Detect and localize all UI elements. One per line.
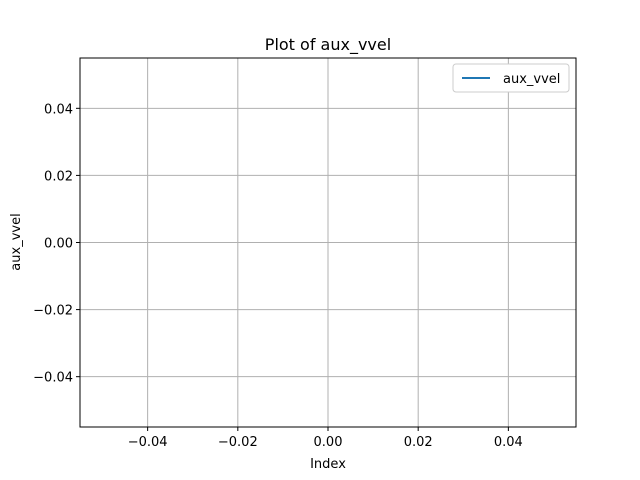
x-axis-label: Index — [310, 457, 346, 472]
legend: aux_vvel — [452, 63, 570, 93]
x-tick-label: −0.04 — [128, 435, 168, 450]
y-tick-label: 0.04 — [44, 102, 73, 117]
y-tick-label: −0.02 — [33, 304, 73, 319]
x-axis-ticks: −0.04 −0.02 0.00 0.02 0.04 — [128, 427, 523, 450]
x-tick-label: 0.00 — [314, 435, 343, 450]
x-tick-label: 0.04 — [494, 435, 523, 450]
x-tick-label: 0.02 — [404, 435, 433, 450]
legend-label: aux_vvel — [503, 72, 560, 87]
y-tick-label: −0.04 — [33, 371, 73, 386]
chart-title: Plot of aux_vvel — [265, 35, 391, 55]
x-tick-label: −0.02 — [218, 435, 258, 450]
y-tick-label: 0.02 — [44, 169, 73, 184]
legend-box — [452, 63, 570, 93]
y-axis-ticks: −0.04 −0.02 0.00 0.02 0.04 — [33, 102, 80, 386]
y-axis-label: aux_vvel — [9, 213, 24, 270]
grid-layer — [80, 58, 576, 427]
y-tick-label: 0.00 — [44, 237, 73, 252]
